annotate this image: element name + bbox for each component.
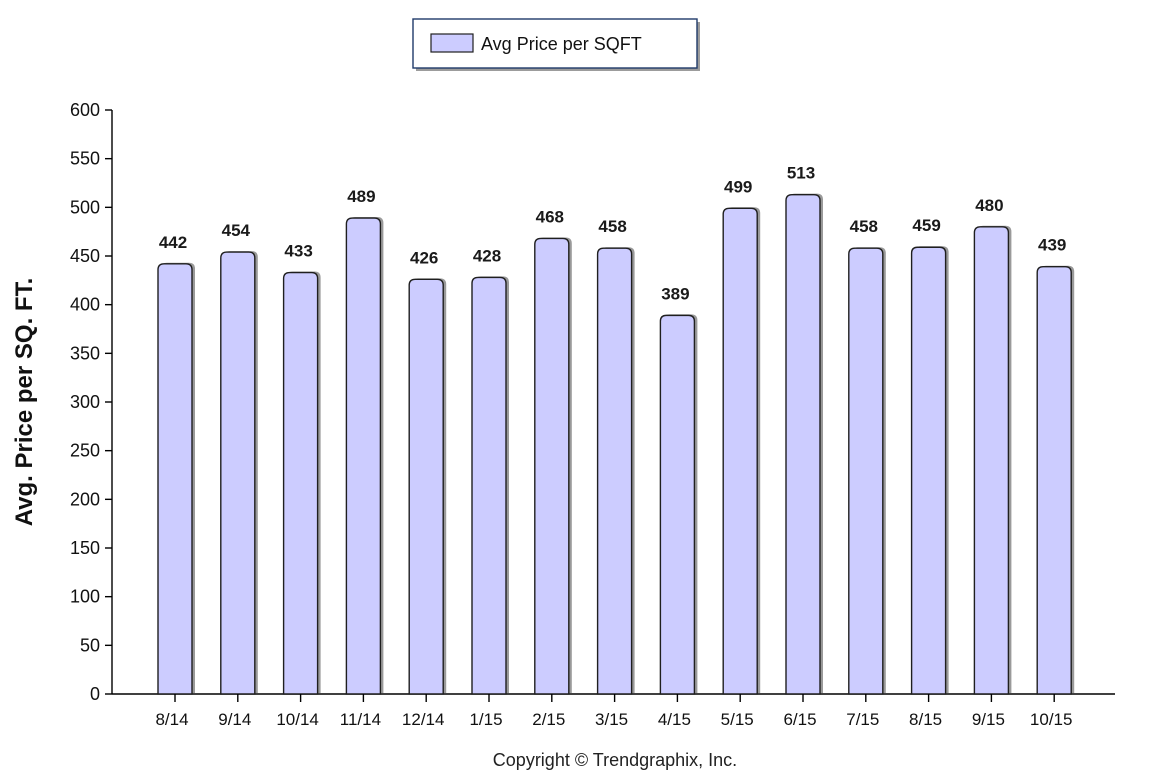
x-tick-label: 8/14	[155, 710, 188, 729]
y-tick-label: 50	[80, 635, 100, 655]
y-tick-label: 200	[70, 489, 100, 509]
y-tick-label: 600	[70, 100, 100, 120]
x-tick-label: 4/15	[658, 710, 691, 729]
y-tick-label: 250	[70, 441, 100, 461]
y-tick-label: 100	[70, 587, 100, 607]
y-tick-label: 300	[70, 392, 100, 412]
x-tick-label: 9/14	[218, 710, 251, 729]
x-tick-label: 11/14	[340, 710, 381, 729]
y-tick-label: 500	[70, 197, 100, 217]
y-axis-label: Avg. Price per SQ. FT.	[11, 278, 38, 527]
bar	[408, 278, 444, 695]
x-tick-label: 10/14	[276, 710, 319, 729]
x-tick-label: 2/15	[532, 710, 565, 729]
y-tick-label: 400	[70, 295, 100, 315]
bar-value-label: 499	[724, 177, 752, 196]
x-tick-label: 1/15	[469, 710, 502, 729]
y-axis-ticks: 0 50 100 150 200 250 300 350 400 450 500 550 600	[70, 100, 112, 704]
bar-value-label: 513	[787, 164, 815, 183]
bar	[345, 217, 382, 695]
y-tick-label: 0	[90, 684, 100, 704]
x-tick-label: 6/15	[783, 710, 816, 729]
bar	[471, 276, 507, 695]
bar	[534, 237, 570, 695]
bar-value-label: 389	[661, 284, 689, 303]
bar	[220, 251, 256, 695]
x-tick-label: 5/15	[721, 710, 754, 729]
legend: Avg Price per SQFT	[412, 18, 700, 71]
bar-value-label: 480	[975, 196, 1003, 215]
bar-value-label: 426	[410, 248, 438, 267]
x-tick-label: 8/15	[909, 710, 942, 729]
bar	[596, 247, 633, 695]
bar-value-label: 489	[347, 187, 375, 206]
bar	[848, 247, 884, 695]
legend-swatch	[430, 33, 474, 53]
legend-label: Avg Price per SQFT	[481, 34, 642, 54]
bar-value-label: 458	[598, 217, 626, 236]
bar-value-label: 458	[850, 217, 878, 236]
bar	[973, 226, 1010, 695]
bar-value-label: 433	[284, 242, 312, 261]
bar	[722, 207, 758, 695]
bar-value-label: 439	[1038, 236, 1066, 255]
bar	[1036, 266, 1072, 695]
y-tick-label: 150	[70, 538, 100, 558]
bar-value-label: 454	[222, 221, 251, 240]
y-tick-label: 450	[70, 246, 100, 266]
copyright-text: Copyright © Trendgraphix, Inc.	[493, 750, 737, 770]
bar-value-label: 442	[159, 233, 187, 252]
bar	[910, 246, 947, 695]
x-tick-label: 12/14	[402, 710, 445, 729]
x-tick-label: 3/15	[595, 710, 628, 729]
y-tick-label: 550	[70, 149, 100, 169]
bars: 442 454 433 489 426 428 468 458 389 499 513 458 459 4…	[157, 164, 1075, 695]
x-axis-ticks: 8/14 9/14 10/14 11/14 12/14 1/15 2/15 3/15 4/15 5…	[155, 694, 1072, 729]
y-tick-label: 350	[70, 343, 100, 363]
bar	[785, 193, 821, 695]
x-tick-label: 9/15	[972, 710, 1005, 729]
bar-value-label: 468	[536, 207, 564, 226]
x-tick-label: 10/15	[1030, 710, 1073, 729]
x-tick-label: 7/15	[846, 710, 879, 729]
bar	[282, 271, 319, 695]
bar	[659, 314, 696, 695]
bar-value-label: 459	[912, 216, 940, 235]
bar	[157, 263, 193, 695]
bar-value-label: 428	[473, 246, 501, 265]
